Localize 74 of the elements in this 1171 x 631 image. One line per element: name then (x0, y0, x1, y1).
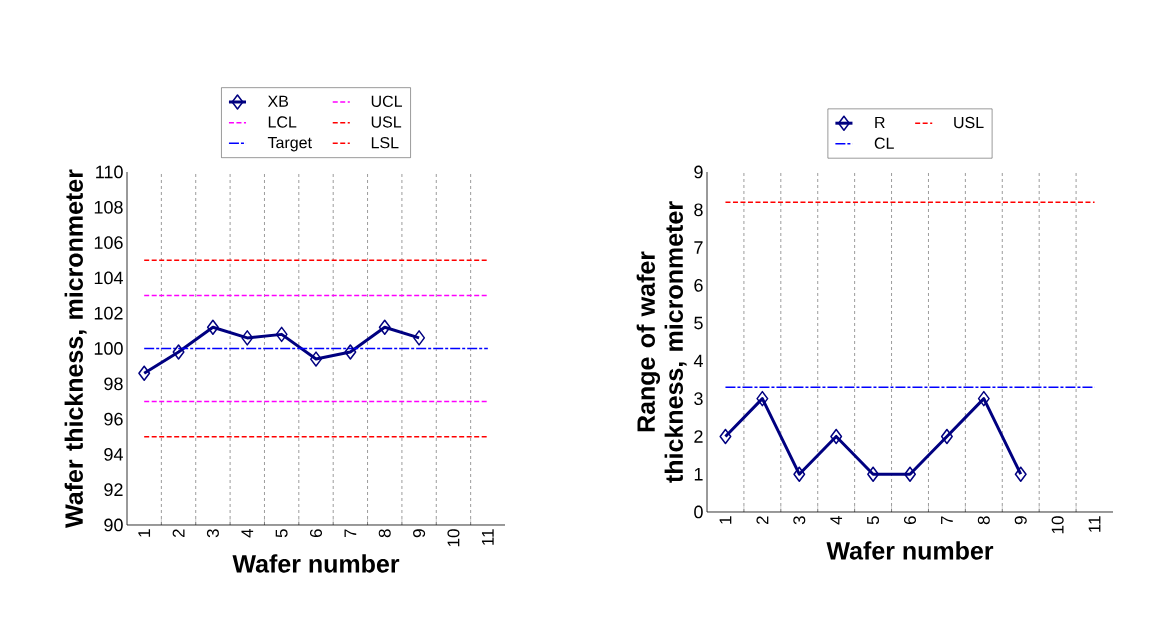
y-tick-label: 9 (694, 165, 703, 179)
y-tick-label: 2 (694, 430, 703, 443)
y-tick-label: 108 (94, 200, 123, 214)
y-tick-label: 102 (94, 306, 123, 320)
x-tick-label: 11 (1088, 516, 1101, 532)
y-tick-label: 8 (694, 203, 703, 217)
y-tick-label: 110 (96, 165, 123, 179)
x-tick-label: 10 (1051, 516, 1064, 534)
y-tick-label: 100 (94, 342, 123, 355)
x-tick-label: 7 (344, 529, 357, 538)
y-tick-label: 104 (94, 271, 123, 285)
legend-label: LSL (371, 137, 399, 149)
point (138, 365, 151, 381)
y-tick-label: 90 (104, 518, 123, 532)
x-tick-label: 7 (941, 516, 953, 525)
y-tick-label: 94 (104, 448, 123, 461)
y-axis-title: Wafer thickness, micronmeter (64, 169, 87, 528)
x-tick-label: 4 (830, 516, 843, 525)
legend-label: USL (954, 116, 984, 129)
x-axis-title: Wafer number (232, 554, 400, 573)
point (977, 390, 990, 407)
point (830, 428, 843, 445)
y-tick-label: 5 (694, 316, 703, 330)
y-tick-label: 96 (104, 412, 123, 426)
point (344, 344, 357, 360)
y-tick-label: 1 (694, 468, 703, 481)
x-tick-label: 8 (378, 529, 391, 538)
x-tick-label: 6 (903, 516, 917, 525)
x-tick-label: 5 (867, 516, 880, 525)
x-tick-label: 8 (977, 516, 990, 525)
point (793, 466, 806, 482)
x-tick-label: 2 (172, 529, 185, 538)
y-tick-label: 6 (694, 278, 703, 292)
y-tick-label: 106 (94, 236, 123, 249)
point (940, 428, 953, 445)
x-tick-label: 6 (309, 529, 323, 538)
y-tick-label: 4 (693, 354, 703, 368)
y-tick-label: 98 (104, 377, 123, 391)
legend-label: XB (267, 95, 289, 107)
point (1014, 466, 1027, 482)
legend-label: USL (371, 116, 402, 128)
legend-label: LCL (268, 116, 297, 128)
point (867, 466, 880, 482)
legend-label: R (875, 116, 885, 128)
x-tick-label: 3 (793, 516, 806, 525)
x-tick-label: 3 (206, 529, 219, 538)
point (719, 428, 732, 445)
point (378, 319, 391, 336)
point (413, 330, 426, 346)
x-tick-label: 9 (413, 529, 426, 538)
y-tick-label: 0 (694, 505, 703, 519)
point (241, 330, 254, 346)
y-tick-label: 92 (104, 483, 123, 497)
y-tick-label: 7 (694, 241, 703, 254)
x-tick-label: 10 (447, 529, 460, 547)
point (756, 390, 769, 407)
point (172, 344, 185, 360)
point (206, 319, 219, 336)
x-tick-label: 9 (1014, 516, 1027, 525)
x-tick-label: 1 (719, 516, 732, 524)
legend-label: CL (874, 137, 894, 149)
x-tick-label: 11 (481, 529, 494, 545)
y-tick-label: 3 (694, 392, 703, 406)
x-axis-title: Wafer number (826, 541, 994, 560)
y-axis-title: Range of wafer thickness, micronmeter (636, 201, 687, 483)
point (310, 351, 322, 367)
x-tick-label: 4 (241, 529, 254, 538)
point (275, 326, 288, 343)
x-tick-label: 5 (275, 529, 288, 538)
point (904, 466, 916, 482)
x-tick-label: 1 (138, 529, 151, 537)
x-tick-label: 2 (756, 516, 769, 525)
legend-label: Target (267, 137, 312, 152)
legend-label: UCL (371, 95, 403, 107)
